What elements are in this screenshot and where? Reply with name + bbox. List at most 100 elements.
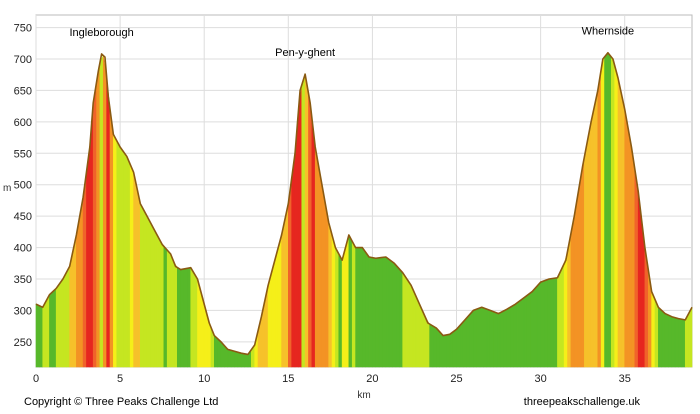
gradient-strip	[627, 128, 632, 368]
peak-label: Whernside	[582, 26, 635, 38]
gradient-strip	[291, 153, 296, 368]
gradient-strip	[139, 203, 144, 368]
gradient-strip	[385, 256, 390, 368]
gradient-strip	[277, 234, 282, 368]
gradient-strip	[553, 277, 558, 368]
gradient-strip	[516, 299, 521, 368]
gradient-strip	[499, 310, 504, 368]
gradient-strip	[82, 172, 87, 368]
gradient-strip	[311, 117, 316, 368]
gradient-strip	[399, 268, 403, 368]
gradient-strip	[96, 62, 101, 368]
gradient-strip	[150, 222, 155, 368]
gradient-strip	[345, 234, 350, 368]
gradient-strip	[439, 331, 444, 368]
y-tick-label: 250	[14, 337, 32, 349]
gradient-strip	[298, 84, 303, 368]
gradient-strip	[503, 308, 508, 368]
gradient-strip	[506, 306, 511, 368]
gradient-strip	[624, 109, 629, 368]
gradient-strip	[452, 328, 457, 368]
gradient-strip	[325, 203, 329, 368]
elevation-outline	[35, 51, 693, 356]
y-tick-label: 300	[14, 305, 32, 317]
x-tick-label: 20	[366, 373, 378, 385]
gradient-strip	[375, 257, 380, 368]
gradient-strip	[52, 287, 57, 368]
gradient-strip	[469, 309, 474, 368]
x-tick-label: 15	[282, 373, 294, 385]
gradient-strip	[338, 253, 343, 368]
gradient-strip	[123, 150, 128, 368]
gradient-strip	[368, 256, 373, 368]
gradient-strip	[614, 65, 619, 368]
gradient-strip	[573, 195, 578, 368]
x-tick-label: 5	[117, 373, 123, 385]
gradient-strip	[493, 311, 498, 368]
gradient-strip	[190, 266, 195, 368]
gradient-strip	[116, 140, 121, 368]
gradient-strip	[288, 178, 292, 368]
gradient-strip	[415, 296, 420, 368]
gradient-strip	[412, 288, 417, 368]
gradient-strip	[240, 352, 245, 368]
x-tick-label: 35	[619, 373, 631, 385]
x-tick-label: 30	[534, 373, 546, 385]
x-axis-title: km	[357, 390, 370, 401]
y-tick-label: 500	[14, 180, 32, 192]
gradient-strip	[668, 314, 673, 368]
gradient-strip	[378, 257, 383, 368]
gradient-strip	[661, 309, 666, 368]
gradient-strip	[409, 282, 414, 368]
website-text: threepeakschallenge.uk	[523, 396, 640, 408]
gradient-strip	[119, 146, 124, 368]
elevation-fill	[35, 51, 693, 368]
gradient-strip	[429, 323, 434, 368]
x-tick-label: 25	[450, 373, 462, 385]
gradient-strip	[382, 256, 387, 368]
gradient-strip	[234, 350, 239, 368]
gradient-strip	[513, 302, 518, 368]
gradient-strip	[654, 299, 659, 368]
gradient-strip	[432, 325, 437, 368]
gradient-strip	[358, 247, 363, 368]
gradient-strip	[86, 146, 91, 368]
gradient-strip	[163, 245, 168, 368]
gradient-strip	[59, 278, 64, 368]
gradient-strip	[550, 277, 555, 368]
gradient-strip	[577, 175, 582, 368]
x-tick-label: 10	[198, 373, 210, 385]
gradient-strip	[355, 247, 360, 368]
gradient-strip	[271, 260, 276, 368]
gradient-strip	[281, 219, 286, 368]
gradient-strip	[62, 272, 67, 368]
gradient-strip	[425, 318, 430, 368]
gradient-strip	[348, 234, 353, 368]
gradient-strip	[351, 241, 356, 368]
gradient-strip	[217, 338, 222, 368]
y-tick-label: 400	[14, 243, 32, 255]
y-tick-label: 700	[14, 54, 32, 66]
y-tick-label: 550	[14, 148, 32, 160]
gradient-strip	[65, 266, 70, 368]
gradient-strip	[304, 74, 309, 368]
gradient-strip	[489, 309, 494, 368]
gradient-strip	[314, 146, 319, 368]
gradient-strip	[567, 233, 572, 368]
gradient-strip	[45, 294, 50, 368]
y-axis-title: m	[3, 183, 11, 194]
gradient-strip	[362, 246, 366, 368]
gradient-strip	[227, 349, 232, 368]
gradient-strip	[180, 268, 185, 368]
peak-labels: Ingleborough Pen-y-ghent Whernside	[69, 26, 634, 59]
gradient-strip	[183, 267, 188, 368]
gradient-strip	[600, 56, 605, 368]
gradient-strip	[543, 279, 548, 368]
gradient-strip	[684, 313, 689, 368]
gradient-strip	[395, 264, 400, 368]
gradient-strip	[156, 234, 161, 368]
y-tick-label: 650	[14, 85, 32, 97]
gradient-strip	[284, 203, 289, 368]
gradient-strip	[136, 187, 141, 368]
gradient-strip	[318, 165, 323, 368]
